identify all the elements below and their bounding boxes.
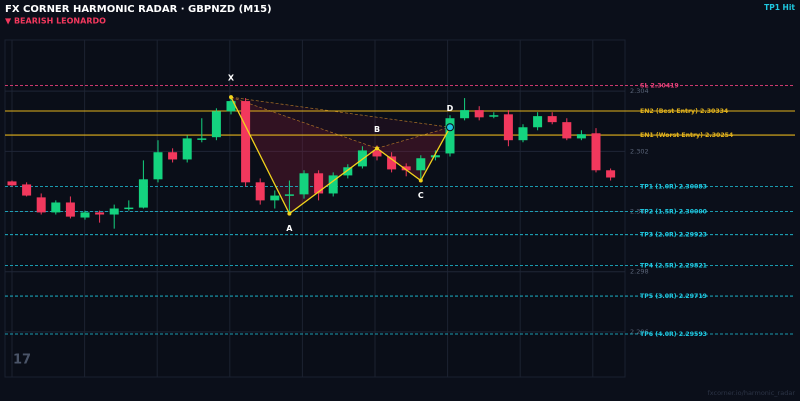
candle-body bbox=[299, 173, 309, 195]
pattern-guide bbox=[230, 96, 451, 128]
candle-body bbox=[314, 173, 324, 194]
level-label: EN1 (Worst Entry) 2.30254 bbox=[640, 132, 734, 139]
pattern-point bbox=[229, 95, 233, 100]
candle-body bbox=[460, 110, 470, 119]
candle-body bbox=[226, 101, 236, 112]
candle-body bbox=[182, 138, 192, 160]
candle-body bbox=[255, 182, 265, 201]
candle-body bbox=[576, 134, 586, 139]
status-badge: TP1 Hit bbox=[764, 3, 795, 12]
level-label: TP5 (3.0R) 2.29719 bbox=[640, 293, 707, 300]
level-label: EN2 (Best Entry) 2.30334 bbox=[640, 108, 729, 115]
level-label: TP2 (1.5R) 2.30000 bbox=[640, 209, 708, 216]
candle-body bbox=[372, 150, 382, 157]
y-tick-label: 2.296 bbox=[630, 328, 649, 336]
pattern-point bbox=[287, 211, 292, 216]
candle-body bbox=[197, 138, 207, 140]
candle-body bbox=[241, 101, 251, 183]
logo: 17 bbox=[13, 353, 31, 368]
y-tick-label: 2.302 bbox=[630, 147, 649, 155]
candle-body bbox=[533, 116, 543, 128]
pattern-label: D bbox=[447, 104, 454, 113]
pattern-point bbox=[446, 123, 454, 132]
candle-body bbox=[562, 122, 572, 139]
candle-body bbox=[22, 184, 32, 196]
candle-body bbox=[445, 118, 455, 154]
y-tick-label: 2.304 bbox=[630, 87, 649, 95]
pattern-guide bbox=[376, 126, 451, 149]
level-label: SL 2.30419 bbox=[640, 82, 679, 89]
candle-body bbox=[591, 133, 601, 171]
pattern-label: A bbox=[286, 224, 293, 233]
plot-area bbox=[4, 39, 626, 378]
y-tick-label: 2.298 bbox=[630, 268, 649, 276]
chart-subtitle: ▼ BEARISH LEONARDO bbox=[5, 17, 106, 26]
candle-body bbox=[518, 127, 528, 141]
candle-body bbox=[36, 197, 46, 213]
candle-body bbox=[284, 194, 294, 196]
candle-body bbox=[503, 114, 513, 141]
candle-body bbox=[109, 208, 119, 215]
candle-body bbox=[51, 202, 61, 213]
candle-body bbox=[138, 179, 148, 208]
watermark: fxcorner.io/harmonic_radar bbox=[707, 389, 795, 397]
level-label: TP1 (1.0R) 2.30083 bbox=[640, 184, 707, 191]
pattern-label: C bbox=[418, 191, 424, 200]
candle-body bbox=[95, 212, 105, 215]
candle-body bbox=[211, 111, 221, 138]
pattern-point bbox=[375, 146, 379, 151]
candle-body bbox=[65, 202, 75, 217]
candle-body bbox=[387, 156, 397, 170]
candle-body bbox=[343, 167, 353, 176]
candle-body bbox=[270, 195, 280, 201]
candle-body bbox=[606, 170, 616, 178]
pattern-label: X bbox=[228, 74, 235, 83]
y-tick-label: 2.300 bbox=[630, 208, 649, 216]
candle-body bbox=[328, 175, 338, 194]
candle-body bbox=[401, 166, 411, 171]
candle-body bbox=[7, 181, 17, 186]
chart-title: FX CORNER HARMONIC RADAR · GBPNZD (M15) bbox=[5, 4, 272, 15]
candle-body bbox=[153, 152, 163, 180]
pattern-label: B bbox=[374, 125, 380, 134]
candle-body bbox=[474, 110, 484, 118]
candle-body bbox=[168, 152, 178, 160]
candle-body bbox=[547, 116, 557, 123]
pattern-fill-bcd bbox=[377, 127, 450, 181]
pattern-point bbox=[418, 178, 423, 183]
candle-body bbox=[124, 207, 134, 210]
candle-body bbox=[489, 115, 499, 117]
pattern-fill-xab bbox=[231, 97, 377, 214]
level-label: TP4 (2.5R) 2.29821 bbox=[640, 262, 707, 269]
level-label: TP3 (2.0R) 2.29923 bbox=[640, 232, 707, 239]
candle-body bbox=[416, 158, 426, 171]
level-label: TP6 (4.0R) 2.29593 bbox=[640, 331, 707, 338]
candle-body bbox=[80, 212, 90, 218]
candle-body bbox=[430, 155, 440, 158]
plot-layer: 2.304 2.302 2.300 2.298 2.296 SL 2.30419 EN2 (… bbox=[5, 74, 795, 338]
pattern-guide bbox=[230, 96, 378, 149]
